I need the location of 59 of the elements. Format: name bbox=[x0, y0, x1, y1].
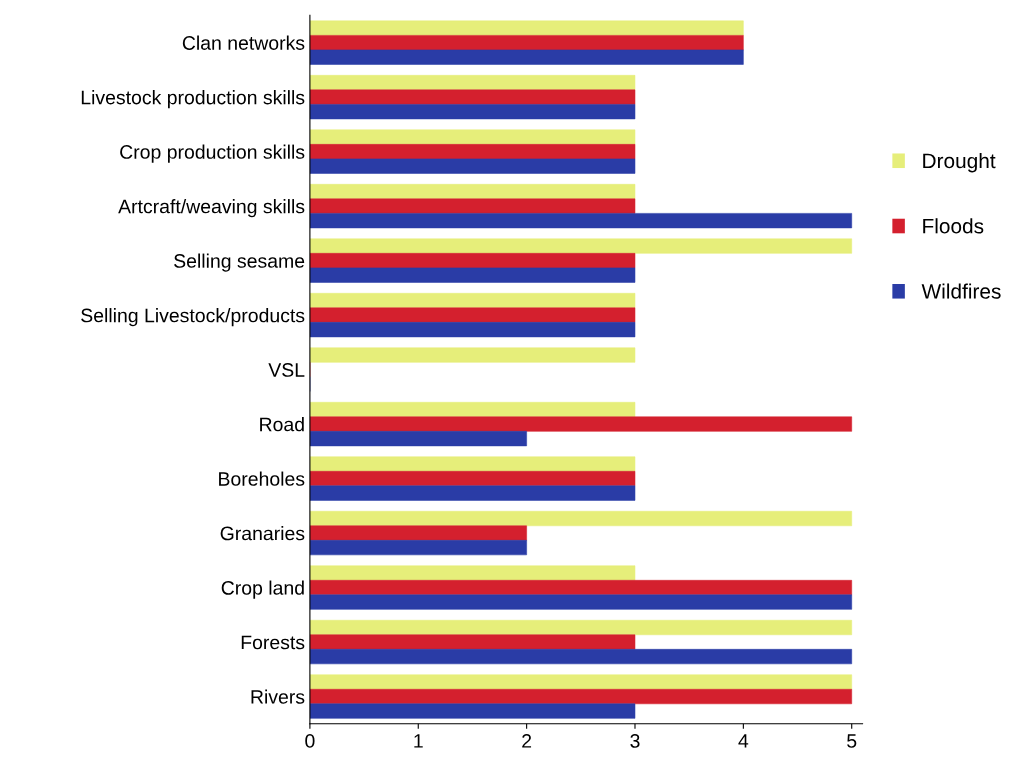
legend-label: Wildfires bbox=[921, 283, 1001, 299]
bar bbox=[309, 144, 636, 160]
bar bbox=[309, 322, 636, 338]
y-tick-label: Granaries bbox=[220, 526, 305, 541]
y-tick-label: Crop production skills bbox=[120, 144, 305, 163]
bar bbox=[309, 416, 852, 432]
bar bbox=[309, 104, 636, 120]
bar bbox=[309, 307, 636, 323]
y-tick-label: Selling sesame bbox=[174, 253, 305, 272]
x-tick-label: 4 bbox=[738, 734, 749, 748]
bar bbox=[309, 431, 527, 447]
bar bbox=[309, 456, 636, 472]
bar bbox=[309, 184, 636, 200]
y-tick-label: Forests bbox=[241, 635, 305, 650]
y-tick-label: Rivers bbox=[251, 689, 305, 704]
x-tick-label: 1 bbox=[414, 734, 423, 748]
bar bbox=[309, 35, 744, 51]
x-tick-label: 0 bbox=[305, 734, 315, 748]
y-tick-label: Clan networks bbox=[182, 35, 305, 50]
bar bbox=[309, 402, 636, 418]
bar bbox=[309, 20, 744, 36]
bar bbox=[309, 213, 852, 229]
y-tick-label: Boreholes bbox=[219, 471, 305, 486]
bar bbox=[309, 347, 636, 363]
bar bbox=[309, 511, 852, 527]
bar bbox=[309, 485, 636, 501]
bar bbox=[309, 689, 852, 705]
bar bbox=[309, 75, 636, 91]
y-tick-label: Selling Livestock/products bbox=[81, 308, 305, 327]
bar bbox=[309, 594, 852, 610]
bar bbox=[309, 619, 852, 636]
bar bbox=[309, 267, 636, 283]
bar bbox=[309, 89, 636, 105]
y-tick-label: Livestock production skills bbox=[81, 90, 305, 109]
y-tick-label: Road bbox=[260, 417, 304, 432]
bar bbox=[309, 253, 636, 269]
bar bbox=[309, 525, 527, 541]
x-tick-label: 2 bbox=[522, 734, 532, 748]
bar bbox=[309, 703, 636, 719]
bar bbox=[309, 49, 744, 65]
legend-label: Floods bbox=[923, 218, 984, 234]
bar bbox=[309, 634, 636, 650]
bar bbox=[309, 674, 852, 690]
legend-label: Drought bbox=[923, 152, 996, 173]
x-tick-label: 5 bbox=[847, 734, 857, 748]
bar bbox=[309, 198, 636, 214]
bar bbox=[309, 565, 636, 581]
y-tick-label: Artcraft/weaving skills bbox=[118, 199, 305, 218]
x-tick-label: 3 bbox=[630, 734, 640, 748]
bar bbox=[309, 129, 636, 145]
y-tick-label: Crop land bbox=[221, 580, 304, 599]
bar bbox=[309, 158, 636, 174]
bar bbox=[309, 649, 852, 665]
bar bbox=[309, 293, 636, 309]
bar bbox=[309, 238, 852, 254]
bar bbox=[309, 540, 527, 556]
bar bbox=[309, 580, 852, 596]
bar bbox=[309, 471, 636, 487]
y-tick-label: VSL bbox=[268, 363, 305, 377]
